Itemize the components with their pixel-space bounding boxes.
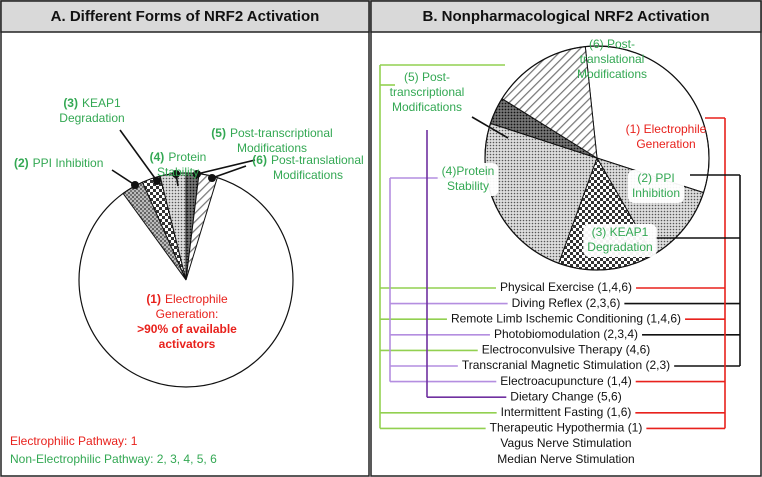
- slice-label: (1) Electrophile: [146, 292, 228, 306]
- intervention: Remote Limb Ischemic Conditioning (1,4,6…: [451, 311, 681, 325]
- slice-label: Modifications: [237, 141, 307, 155]
- slice-label: Modifications: [392, 100, 462, 114]
- intervention: Transcranial Magnetic Stimulation (2,3): [462, 358, 670, 372]
- pointer-dot: [131, 181, 139, 189]
- panel-b-title: B. Nonpharmacological NRF2 Activation: [423, 8, 710, 25]
- slice-label: (6) Post-: [589, 37, 635, 51]
- slice-label: >90% of available: [137, 322, 237, 336]
- intervention: Therapeutic Hypothermia (1): [490, 421, 643, 435]
- intervention: Dietary Change (5,6): [510, 389, 621, 403]
- slice-label: transcriptional: [390, 85, 465, 99]
- pointer-dot: [193, 170, 201, 178]
- slice-text: >90% of available: [137, 322, 237, 336]
- slice-label: Generation: [636, 137, 695, 151]
- intervention: Electroconvulsive Therapy (4,6): [482, 343, 651, 357]
- slice-label: (6) Post-translational: [252, 153, 363, 167]
- slice-label: Generation:: [156, 307, 219, 321]
- slice-number: (6): [252, 153, 267, 167]
- slice-number: (5): [211, 126, 226, 140]
- connector-line: [471, 116, 509, 139]
- slice-number: (1): [146, 292, 161, 306]
- slice-text: Electrophile: [165, 292, 228, 306]
- slice-number: (4): [150, 150, 165, 164]
- connector-line: [119, 129, 158, 182]
- legend-entry: Electrophilic Pathway: 1: [10, 434, 138, 448]
- slice-number: (2): [14, 156, 29, 170]
- slice-text: Generation:: [156, 307, 219, 321]
- label-box: [437, 163, 499, 196]
- connector-line: [111, 169, 136, 186]
- slice-label: translational: [580, 52, 645, 66]
- intervention: Median Nerve Stimulation: [497, 452, 634, 466]
- intervention: Intermittent Fasting (1,6): [501, 405, 632, 419]
- slice-text: Modifications: [237, 141, 307, 155]
- slice-label: (5) Post-transcriptional: [211, 126, 332, 140]
- slice-label: (2) PPI: [637, 171, 674, 185]
- intervention: Vagus Nerve Stimulation: [500, 436, 631, 450]
- slice-number: (3): [63, 96, 78, 110]
- slice-label: Stability: [157, 165, 199, 179]
- slice-text: Stability: [157, 165, 199, 179]
- slice-label: Modifications: [273, 168, 343, 182]
- pointer-dot: [153, 177, 161, 185]
- slice-text: Post-translational: [271, 153, 364, 167]
- label-box: [627, 170, 685, 203]
- panel-b-pie: [471, 45, 710, 271]
- intervention: Electroacupuncture (1,4): [500, 374, 631, 388]
- slice-label: (5) Post-: [404, 70, 450, 84]
- slice-label: (2) PPI Inhibition: [14, 156, 103, 170]
- slice-text: activators: [159, 337, 216, 351]
- panel-a-title: A. Different Forms of NRF2 Activation: [51, 8, 320, 25]
- slice-label: Degradation: [59, 111, 124, 125]
- connector-line: [211, 165, 247, 179]
- pointer-dot: [208, 174, 216, 182]
- slice-text: Post-transcriptional: [230, 126, 333, 140]
- slice-text: KEAP1: [82, 96, 121, 110]
- pointer-dot: [172, 170, 180, 178]
- slice-label: (4)Protein: [442, 164, 495, 178]
- slice-label: (3) KEAP1: [63, 96, 121, 110]
- connector-line: [196, 159, 256, 175]
- panel-b-header: [370, 0, 762, 33]
- connectors: [379, 64, 741, 430]
- legend-entry: Non-Electrophilic Pathway: 2, 3, 4, 5, 6: [10, 452, 217, 466]
- panel-a-pie: [78, 129, 294, 388]
- slice-label: Stability: [447, 179, 489, 193]
- slice-label: activators: [159, 337, 216, 351]
- slice-label: Modifications: [577, 67, 647, 81]
- slice-label: (4)Protein: [150, 150, 207, 164]
- slice-label: (3) KEAP1: [592, 225, 649, 239]
- slice-text: Modifications: [273, 168, 343, 182]
- label-box: [583, 224, 657, 257]
- slice-label: (1) Electrophile: [626, 122, 707, 136]
- slice-label: Inhibition: [632, 186, 680, 200]
- slice-text: Degradation: [59, 111, 124, 125]
- panel-a-header: [0, 0, 370, 33]
- pie-outline: [484, 45, 710, 271]
- intervention: Physical Exercise (1,4,6): [500, 280, 632, 294]
- slice-text: PPI Inhibition: [33, 156, 104, 170]
- slice-label: Degradation: [587, 240, 652, 254]
- intervention: Photobiomodulation (2,3,4): [494, 327, 638, 341]
- intervention: Diving Reflex (2,3,6): [512, 296, 621, 310]
- slice-text: Protein: [168, 150, 206, 164]
